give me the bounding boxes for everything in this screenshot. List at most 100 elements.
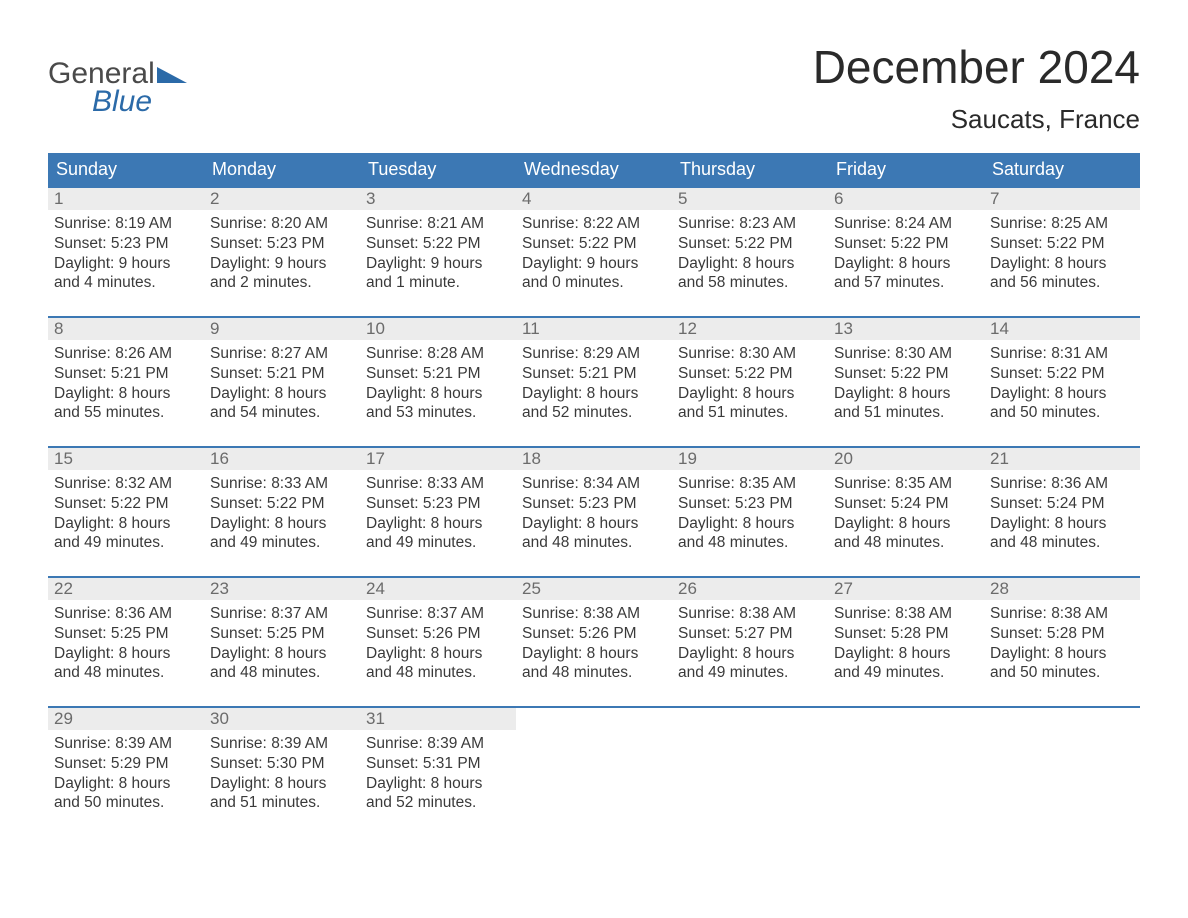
daylight-line-1: Daylight: 8 hours — [366, 514, 510, 534]
sunrise-line: Sunrise: 8:33 AM — [210, 474, 354, 494]
day-body: Sunrise: 8:30 AMSunset: 5:22 PMDaylight:… — [672, 340, 828, 427]
sunset-label: Sunset: — [210, 495, 263, 512]
sunset-line: Sunset: 5:22 PM — [366, 234, 510, 254]
day-number: 7 — [984, 188, 1140, 210]
sunset-line: Sunset: 5:22 PM — [990, 234, 1134, 254]
sunrise-line: Sunrise: 8:38 AM — [834, 604, 978, 624]
sunset-line: Sunset: 5:22 PM — [54, 494, 198, 514]
day-body: Sunrise: 8:31 AMSunset: 5:22 PMDaylight:… — [984, 340, 1140, 427]
sunrise-value: 8:35 AM — [739, 475, 796, 492]
day-cell — [984, 708, 1140, 818]
daylight-value-1: 8 hours — [119, 775, 171, 792]
header: General Blue December 2024 Saucats, Fran… — [48, 40, 1140, 135]
daylight-line-1: Daylight: 9 hours — [522, 254, 666, 274]
sunset-label: Sunset: — [366, 495, 419, 512]
daylight-line-2: and 48 minutes. — [54, 663, 198, 683]
sunset-line: Sunset: 5:31 PM — [366, 754, 510, 774]
sunset-value: 5:23 PM — [579, 495, 637, 512]
sunrise-value: 8:37 AM — [271, 605, 328, 622]
week-row: 8Sunrise: 8:26 AMSunset: 5:21 PMDaylight… — [48, 316, 1140, 428]
dow-cell: Thursday — [672, 153, 828, 186]
dow-cell: Sunday — [48, 153, 204, 186]
sunrise-line: Sunrise: 8:28 AM — [366, 344, 510, 364]
day-cell: 16Sunrise: 8:33 AMSunset: 5:22 PMDayligh… — [204, 448, 360, 558]
daylight-line-2: and 48 minutes. — [522, 663, 666, 683]
sunset-line: Sunset: 5:23 PM — [522, 494, 666, 514]
day-number: 16 — [204, 448, 360, 470]
day-cell: 30Sunrise: 8:39 AMSunset: 5:30 PMDayligh… — [204, 708, 360, 818]
sunrise-line: Sunrise: 8:34 AM — [522, 474, 666, 494]
sunrise-label: Sunrise: — [366, 475, 423, 492]
daylight-line-1: Daylight: 9 hours — [210, 254, 354, 274]
sunrise-value: 8:21 AM — [427, 215, 484, 232]
sunrise-label: Sunrise: — [54, 215, 111, 232]
sunrise-line: Sunrise: 8:25 AM — [990, 214, 1134, 234]
sunrise-line: Sunrise: 8:32 AM — [54, 474, 198, 494]
daylight-label: Daylight: — [834, 515, 894, 532]
daylight-label: Daylight: — [834, 255, 894, 272]
daylight-value-1: 8 hours — [431, 515, 483, 532]
day-cell: 10Sunrise: 8:28 AMSunset: 5:21 PMDayligh… — [360, 318, 516, 428]
sunset-value: 5:22 PM — [891, 235, 949, 252]
daylight-label: Daylight: — [834, 645, 894, 662]
sunset-line: Sunset: 5:21 PM — [210, 364, 354, 384]
sunrise-label: Sunrise: — [366, 735, 423, 752]
sunrise-line: Sunrise: 8:26 AM — [54, 344, 198, 364]
sunset-label: Sunset: — [54, 235, 107, 252]
daylight-label: Daylight: — [834, 385, 894, 402]
day-body: Sunrise: 8:35 AMSunset: 5:24 PMDaylight:… — [828, 470, 984, 557]
sunset-label: Sunset: — [678, 625, 731, 642]
day-cell: 7 Sunrise: 8:25 AMSunset: 5:22 PMDaylight… — [984, 188, 1140, 298]
week-row: 29Sunrise: 8:39 AMSunset: 5:29 PMDayligh… — [48, 706, 1140, 818]
sunset-line: Sunset: 5:23 PM — [366, 494, 510, 514]
sunset-value: 5:23 PM — [111, 235, 169, 252]
daylight-value-1: 8 hours — [743, 255, 795, 272]
day-cell: 14Sunrise: 8:31 AMSunset: 5:22 PMDayligh… — [984, 318, 1140, 428]
sunset-label: Sunset: — [678, 235, 731, 252]
sunrise-label: Sunrise: — [366, 215, 423, 232]
sunrise-line: Sunrise: 8:30 AM — [678, 344, 822, 364]
daylight-label: Daylight: — [210, 515, 270, 532]
day-number: 31 — [360, 708, 516, 730]
daylight-label: Daylight: — [678, 385, 738, 402]
day-cell: 8Sunrise: 8:26 AMSunset: 5:21 PMDaylight… — [48, 318, 204, 428]
daylight-label: Daylight: — [210, 255, 270, 272]
daylight-line-1: Daylight: 8 hours — [990, 254, 1134, 274]
day-cell: 28Sunrise: 8:38 AMSunset: 5:28 PMDayligh… — [984, 578, 1140, 688]
daylight-line-2: and 1 minute. — [366, 273, 510, 293]
daylight-line-2: and 51 minutes. — [210, 793, 354, 813]
sunrise-value: 8:38 AM — [739, 605, 796, 622]
sunrise-value: 8:28 AM — [427, 345, 484, 362]
sunrise-label: Sunrise: — [990, 475, 1047, 492]
daylight-line-1: Daylight: 8 hours — [678, 644, 822, 664]
day-cell: 13Sunrise: 8:30 AMSunset: 5:22 PMDayligh… — [828, 318, 984, 428]
day-body: Sunrise: 8:38 AMSunset: 5:27 PMDaylight:… — [672, 600, 828, 687]
daylight-line-1: Daylight: 8 hours — [990, 644, 1134, 664]
day-number: 4 — [516, 188, 672, 210]
sunset-label: Sunset: — [210, 625, 263, 642]
day-cell: 18Sunrise: 8:34 AMSunset: 5:23 PMDayligh… — [516, 448, 672, 558]
day-number: 6 — [828, 188, 984, 210]
day-cell: 11Sunrise: 8:29 AMSunset: 5:21 PMDayligh… — [516, 318, 672, 428]
sunrise-line: Sunrise: 8:19 AM — [54, 214, 198, 234]
sunset-value: 5:21 PM — [423, 365, 481, 382]
sunset-line: Sunset: 5:23 PM — [210, 234, 354, 254]
sunrise-value: 8:35 AM — [895, 475, 952, 492]
day-number: 22 — [48, 578, 204, 600]
daylight-value-1: 8 hours — [899, 515, 951, 532]
calendar: SundayMondayTuesdayWednesdayThursdayFrid… — [48, 153, 1140, 818]
day-cell: 31Sunrise: 8:39 AMSunset: 5:31 PMDayligh… — [360, 708, 516, 818]
sunrise-label: Sunrise: — [834, 215, 891, 232]
sunrise-value: 8:23 AM — [739, 215, 796, 232]
sunrise-value: 8:39 AM — [271, 735, 328, 752]
daylight-label: Daylight: — [210, 385, 270, 402]
daylight-line-2: and 48 minutes. — [366, 663, 510, 683]
daylight-line-2: and 56 minutes. — [990, 273, 1134, 293]
day-cell: 25Sunrise: 8:38 AMSunset: 5:26 PMDayligh… — [516, 578, 672, 688]
daylight-label: Daylight: — [678, 255, 738, 272]
sunrise-value: 8:36 AM — [1051, 475, 1108, 492]
day-number: 10 — [360, 318, 516, 340]
daylight-line-2: and 50 minutes. — [990, 663, 1134, 683]
day-cell — [516, 708, 672, 818]
sunset-label: Sunset: — [990, 235, 1043, 252]
